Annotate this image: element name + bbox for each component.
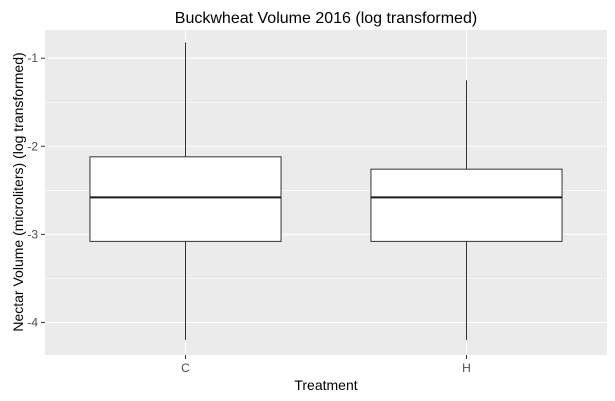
x-tick-label: C <box>181 361 190 375</box>
chart-title: Buckwheat Volume 2016 (log transformed) <box>175 10 477 27</box>
boxplots <box>89 42 563 341</box>
x-tick-label: H <box>462 361 471 375</box>
y-axis-title: Nectar Volume (microliters) (log transfo… <box>10 52 26 331</box>
box-iqr <box>370 168 563 242</box>
y-tick-label: -3 <box>27 227 38 241</box>
axes: -4 -3 -2 -1 C H <box>27 51 471 375</box>
boxplot-H <box>370 80 563 341</box>
x-axis-title: Treatment <box>294 377 357 393</box>
y-tick-label: -1 <box>27 51 38 65</box>
y-tick-label: -4 <box>27 315 38 329</box>
boxplot-C <box>89 42 282 341</box>
box-iqr <box>89 156 282 242</box>
y-tick-label: -2 <box>27 139 38 153</box>
